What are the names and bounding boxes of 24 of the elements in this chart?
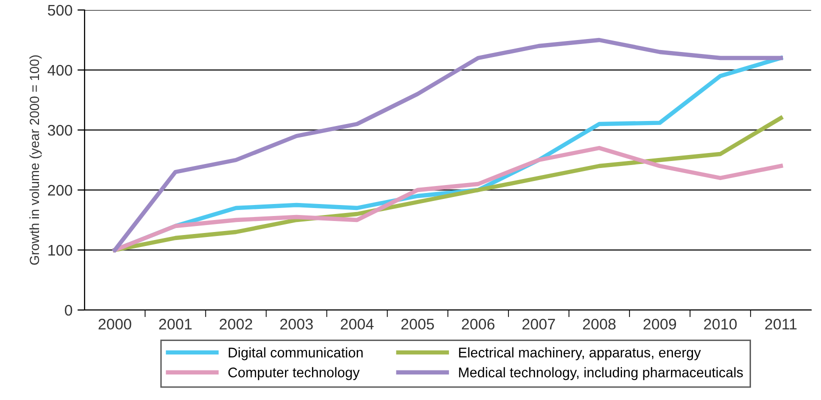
x-tick-label: 2002 <box>220 318 252 330</box>
y-tick-label: 0 <box>64 304 72 316</box>
legend-label: Medical technology, including pharmaceuticals <box>459 367 743 380</box>
y-axis-title: Growth in volume (year 2000 = 100) <box>29 55 42 265</box>
legend-label: Electrical machinery, apparatus, energy <box>459 347 701 360</box>
y-tick-label: 200 <box>48 184 72 196</box>
y-tick-label: 400 <box>48 64 72 76</box>
x-tick-label: 2011 <box>765 318 797 330</box>
y-tick-label: 100 <box>48 244 72 256</box>
y-tick-label: 300 <box>48 124 72 136</box>
x-tick-label: 2005 <box>401 318 434 330</box>
line-series <box>112 146 783 252</box>
x-tick-label: 2000 <box>98 318 132 330</box>
x-tick-label: 2006 <box>462 318 494 330</box>
legend-label: Computer technology <box>228 367 360 380</box>
x-tick-label: 2008 <box>583 318 616 330</box>
y-tick-label: 500 <box>48 4 72 16</box>
x-tick-label: 2001 <box>159 318 192 330</box>
x-tick-label: 2009 <box>644 318 676 330</box>
x-tick-label: 2004 <box>340 318 374 330</box>
legend-label: Digital communication <box>228 347 363 360</box>
x-tick-label: 2007 <box>522 318 555 330</box>
x-tick-label: 2010 <box>704 318 737 330</box>
x-tick-label: 2003 <box>280 318 313 330</box>
